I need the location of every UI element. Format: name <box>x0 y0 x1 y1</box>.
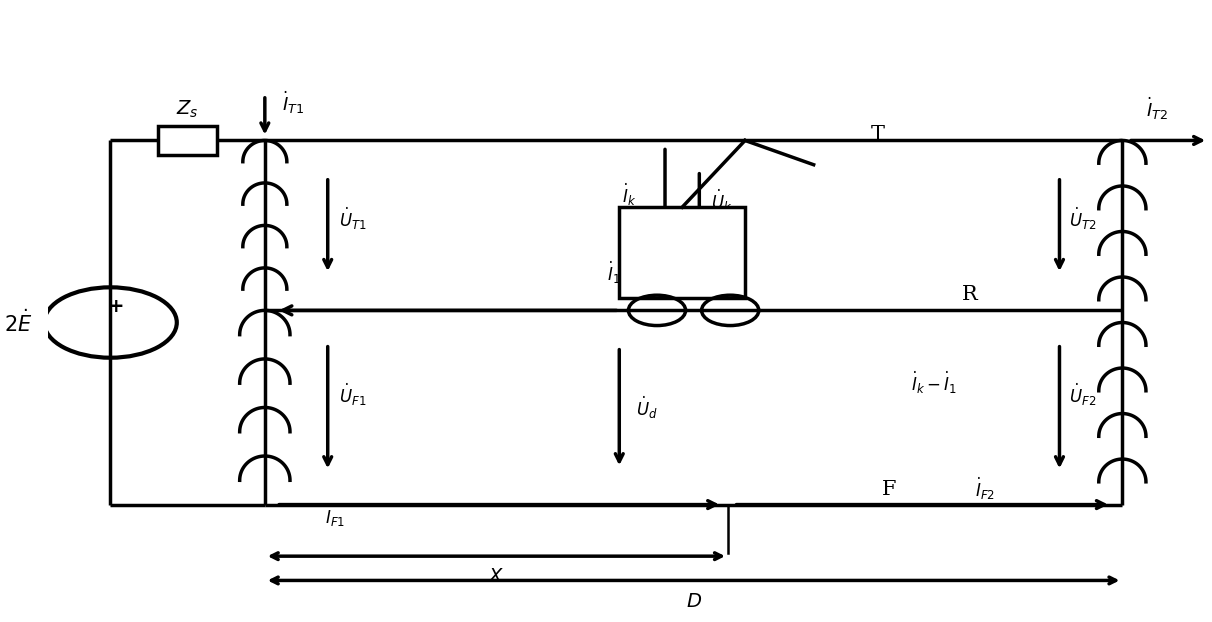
Text: $\dot{I}_{T1}$: $\dot{I}_{T1}$ <box>282 90 304 116</box>
Text: $\dot{I}_{T2}$: $\dot{I}_{T2}$ <box>1145 96 1167 123</box>
Text: $\dot{I}_{F1}$: $\dot{I}_{F1}$ <box>326 503 345 529</box>
Text: $2\dot{E}$: $2\dot{E}$ <box>5 309 33 336</box>
Text: $\dot{I}_1$: $\dot{I}_1$ <box>607 260 621 286</box>
Text: R: R <box>962 285 978 304</box>
Text: +: + <box>108 297 125 316</box>
Bar <box>619 207 745 298</box>
Text: $\dot{U}_d$: $\dot{U}_d$ <box>636 394 658 420</box>
Text: $\dot{U}_{T1}$: $\dot{U}_{T1}$ <box>339 207 367 233</box>
Text: $\dot{U}_{T2}$: $\dot{U}_{T2}$ <box>1069 207 1097 233</box>
Text: $\dot{U}_{F1}$: $\dot{U}_{F1}$ <box>339 383 366 409</box>
Text: $Z_s$: $Z_s$ <box>177 98 199 120</box>
Text: T: T <box>870 125 885 144</box>
Text: $\dot{I}_k$: $\dot{I}_k$ <box>622 182 636 208</box>
Text: $\dot{U}_k$: $\dot{U}_k$ <box>710 188 732 214</box>
Text: F: F <box>882 480 897 498</box>
Text: $X$: $X$ <box>488 569 504 587</box>
Text: $\dot{U}_{F2}$: $\dot{U}_{F2}$ <box>1069 383 1096 409</box>
Text: $\dot{I}_{F2}$: $\dot{I}_{F2}$ <box>976 475 995 501</box>
Text: $D$: $D$ <box>686 593 702 611</box>
Text: $\dot{I}_k - \dot{I}_1$: $\dot{I}_k - \dot{I}_1$ <box>910 370 956 396</box>
Bar <box>158 126 217 155</box>
